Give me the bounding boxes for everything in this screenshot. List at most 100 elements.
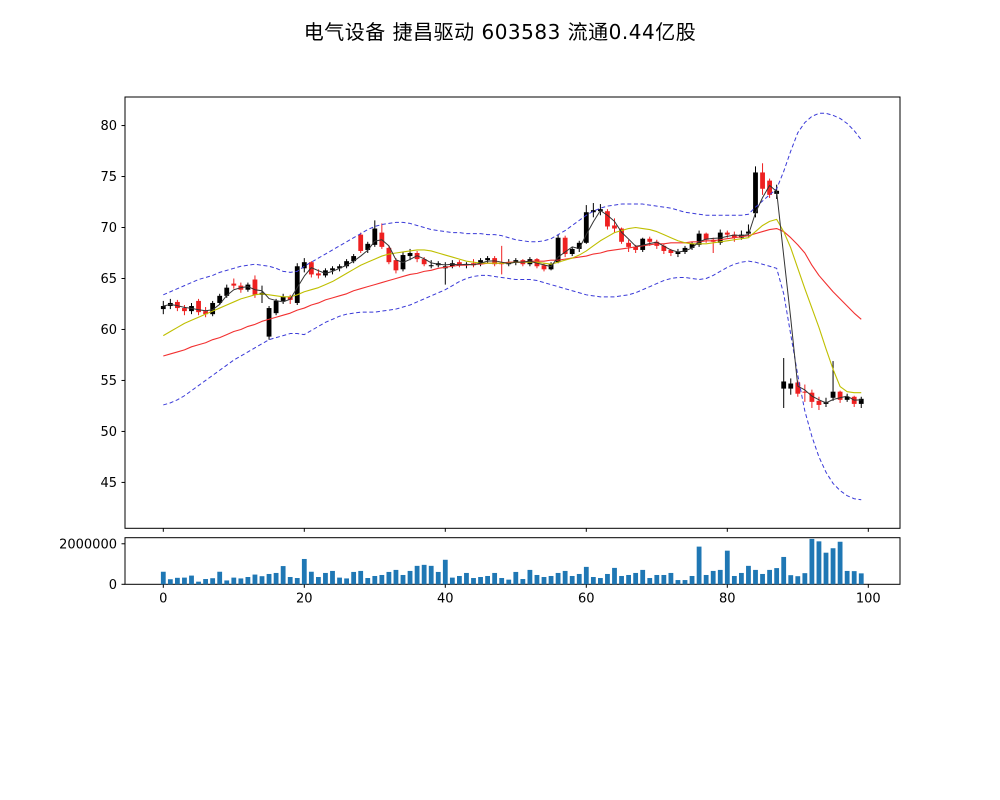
volume-bar — [710, 570, 716, 585]
volume-bar — [365, 578, 371, 585]
volume-bar — [640, 569, 646, 585]
volume-panel — [124, 537, 901, 585]
candle-body — [562, 237, 568, 255]
candle-body — [760, 172, 765, 189]
candle-body — [513, 260, 519, 263]
volume-bar — [301, 558, 307, 585]
candle-body — [337, 266, 342, 269]
candle-body — [175, 301, 180, 309]
candle-body — [802, 391, 808, 393]
volume-bar — [844, 570, 850, 585]
price-y-axis: 45 50 55 60 65 70 75 80 — [100, 119, 869, 532]
volume-bar — [823, 552, 829, 585]
candle-body — [386, 247, 392, 263]
candle-body — [682, 247, 688, 252]
volume-bar — [703, 574, 709, 585]
candle-body — [837, 391, 843, 400]
price-tick-label: 45 — [100, 476, 117, 491]
bollinger-lower-line — [163, 260, 862, 501]
chart-title: 电气设备 捷昌驱动 603583 流通0.44亿股 — [303, 20, 697, 44]
volume-bar — [224, 580, 230, 585]
volume-bar — [217, 571, 223, 585]
candle-body — [330, 268, 335, 271]
price-tick-label: 55 — [100, 374, 117, 389]
volume-tick-label: 0 — [109, 578, 117, 593]
price-tick-label: 75 — [100, 170, 117, 185]
x-tick-label: 80 — [719, 591, 736, 606]
ma10-line — [163, 218, 862, 394]
candle-body — [767, 180, 772, 195]
candle-body — [203, 311, 208, 315]
volume-bar — [428, 565, 434, 585]
candle-body — [217, 295, 223, 303]
candle-body — [809, 392, 815, 402]
candle-body — [252, 279, 258, 295]
volume-bar — [619, 575, 624, 585]
volume-bar — [802, 573, 808, 585]
candle-body — [753, 172, 758, 214]
bollinger-upper-line — [163, 112, 862, 296]
volume-bar — [182, 577, 187, 585]
candle-body — [675, 251, 681, 255]
volume-bar — [527, 569, 533, 585]
volume-bar — [717, 569, 723, 585]
volume-bar — [605, 573, 610, 585]
candle-body — [182, 308, 187, 312]
volume-bar — [245, 577, 251, 585]
candle-body — [731, 234, 737, 238]
candle-body — [555, 237, 561, 263]
x-tick-label: 60 — [578, 591, 595, 606]
candle-body — [421, 259, 427, 265]
volume-bar — [294, 578, 300, 585]
volume-bar — [203, 579, 208, 585]
volume-bar — [647, 578, 653, 585]
volume-bar — [323, 572, 328, 585]
volume-bar — [513, 571, 519, 585]
candle-body — [365, 243, 371, 250]
volume-bar — [358, 570, 364, 585]
volume-bar — [485, 575, 490, 585]
candle-body — [301, 262, 307, 269]
ma3-line — [163, 184, 862, 404]
volume-bar — [590, 577, 596, 585]
x-tick-label: 20 — [296, 591, 313, 606]
volume-bar — [548, 575, 554, 585]
volume-bar — [471, 578, 476, 585]
candle-body — [478, 260, 483, 265]
candle-body — [428, 265, 434, 267]
volume-tick-label: 2000000 — [59, 537, 117, 552]
volume-bar — [830, 548, 836, 585]
candle-body — [449, 263, 455, 267]
price-tick-label: 60 — [100, 323, 117, 338]
candle-body — [781, 381, 787, 389]
volume-bar — [435, 571, 441, 585]
candle-body — [160, 306, 166, 310]
volume-bar — [379, 574, 385, 585]
price-panel — [124, 96, 901, 529]
volume-bar — [598, 578, 603, 585]
candle-body — [788, 383, 794, 389]
volume-bar — [464, 572, 469, 585]
candle-body — [605, 211, 610, 227]
volume-bar — [337, 577, 342, 585]
candle-body — [858, 398, 864, 404]
x-tick-label: 0 — [159, 591, 167, 606]
volume-bar — [774, 568, 780, 585]
volume-bar — [386, 571, 392, 585]
volume-y-axis: 0 2000000 — [59, 537, 125, 593]
volume-bar — [689, 575, 695, 585]
volume-bar — [795, 576, 801, 585]
volume-bar — [252, 574, 258, 585]
volume-bar — [858, 573, 864, 585]
volume-bar — [372, 575, 378, 585]
volume-bar — [583, 566, 589, 585]
volume-bar — [499, 578, 505, 585]
volume-bar — [682, 580, 688, 585]
volume-bar — [760, 573, 765, 585]
volume-bar — [851, 571, 857, 585]
candle-body — [703, 233, 709, 240]
price-tick-label: 50 — [100, 425, 117, 440]
volume-bar — [287, 577, 293, 585]
candle-body — [457, 262, 462, 266]
volume-bar — [626, 574, 631, 585]
